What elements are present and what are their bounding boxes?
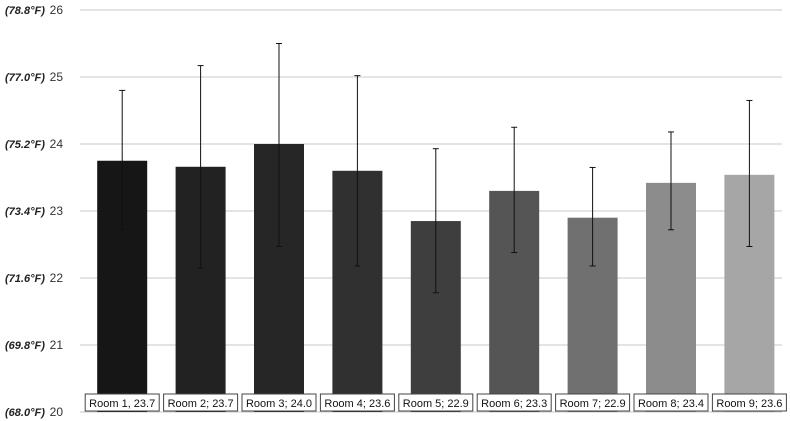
y-tick-label-celsius: 26 <box>50 3 64 17</box>
data-label: Room 9; 23.6 <box>716 398 782 410</box>
y-tick-label-celsius: 21 <box>50 338 64 352</box>
data-label: Room 5; 22.9 <box>403 398 469 410</box>
y-tick-label-celsius: 24 <box>50 137 64 151</box>
data-label-box <box>84 393 160 412</box>
data-label: Room 7; 22.9 <box>560 398 626 410</box>
data-label-box <box>633 393 709 412</box>
data-label-box <box>711 393 787 412</box>
y-tick-label-fahrenheit: (68.0°F) <box>5 407 45 419</box>
y-tick-label-celsius: 23 <box>50 204 64 218</box>
data-label: Room 4; 23.6 <box>324 398 390 410</box>
fahrenheit-tick-labels: (68.0°F) (69.8°F) (71.6°F) (73.4°F) (75.2°F)… <box>5 5 45 419</box>
y-tick-label-fahrenheit: (69.8°F) <box>5 340 45 352</box>
data-label: Room 6; 23.3 <box>481 398 547 410</box>
y-tick-label-fahrenheit: (71.6°F) <box>5 273 45 285</box>
data-label-box <box>476 393 552 412</box>
data-label-box <box>241 393 317 412</box>
y-tick-label-fahrenheit: (73.4°F) <box>5 206 45 218</box>
data-label-box <box>163 393 239 412</box>
error-bars <box>119 43 753 294</box>
celsius-tick-labels: 20 21 22 23 24 25 26 <box>50 3 64 419</box>
y-tick-label-celsius: 22 <box>50 271 64 285</box>
data-label-box <box>555 393 631 412</box>
data-label-box <box>398 393 474 412</box>
y-tick-label-celsius: 20 <box>50 405 64 419</box>
y-tick-label-celsius: 25 <box>50 70 64 84</box>
data-label: Room 3; 24.0 <box>246 398 312 410</box>
y-tick-label-fahrenheit: (78.8°F) <box>5 5 45 17</box>
data-label: Room 1, 23.7 <box>89 398 155 410</box>
y-tick-label-fahrenheit: (75.2°F) <box>5 139 45 151</box>
y-tick-label-fahrenheit: (77.0°F) <box>5 72 45 84</box>
data-label: Room 2; 23.7 <box>168 398 234 410</box>
bar-data-labels: Room 1, 23.7 Room 2; 23.7 Room 3; 24.0 Room… <box>84 393 787 412</box>
data-label-box <box>319 393 395 412</box>
data-label: Room 8; 23.4 <box>638 398 704 410</box>
